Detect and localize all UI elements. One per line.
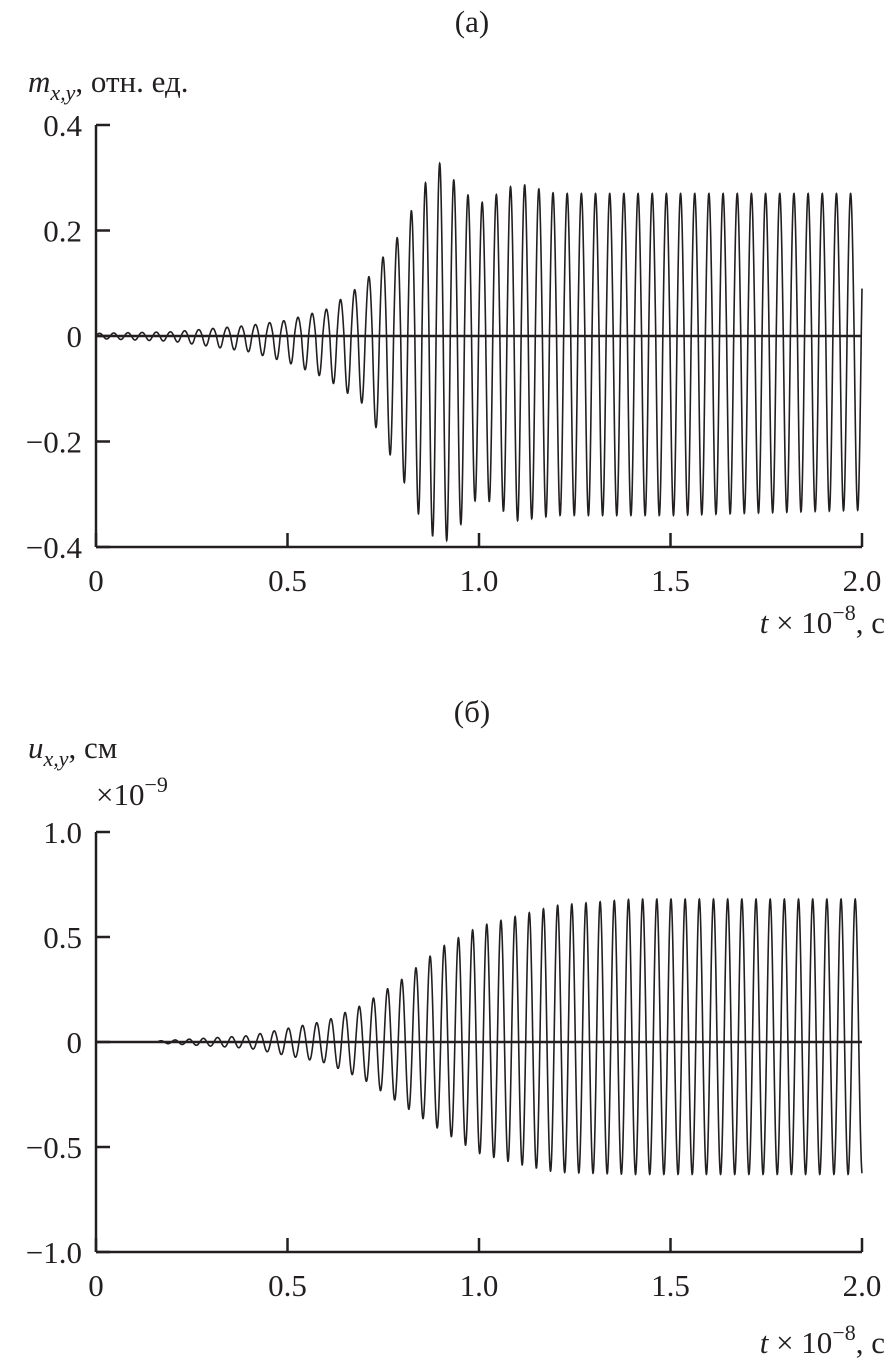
x-tick-label: 0.5 — [268, 1268, 307, 1303]
xlabel-symbol: t — [760, 1325, 770, 1360]
y-tick-label: −1.0 — [26, 1235, 82, 1270]
ylabel-symbol: m — [28, 64, 50, 99]
panel-a: (а) mx,y, отн. ед. t × 10−8, с 0.40.20−0… — [26, 4, 885, 640]
ylabel-symbol: u — [28, 730, 44, 765]
xlabel-unit: , с — [856, 605, 885, 640]
panel-b: (б) ux,y, см ×10−9 t × 10−8, с 1.0 0.5 0 −0… — [26, 694, 885, 1360]
signal-line — [156, 897, 863, 1176]
y-tick-label: 0.5 — [43, 920, 82, 955]
panel-b-ylabel: ux,y, см — [28, 730, 117, 771]
panel-a-xlabel: t × 10−8, с — [760, 600, 885, 640]
xlabel-unit: , с — [856, 1325, 885, 1360]
y-tick-label: 0.4 — [43, 108, 82, 143]
y-tick-label: 0.2 — [43, 214, 82, 249]
ylabel-subscript: x,y — [43, 746, 69, 771]
xlabel-text: × 10 — [768, 1325, 832, 1360]
y-tick-label: −0.4 — [26, 530, 83, 565]
y-tick-label: −0.2 — [26, 425, 82, 460]
x-tick-label: 1.0 — [460, 1268, 499, 1303]
ylabel-unit: , отн. ед. — [75, 64, 188, 99]
scale-note-exponent: −9 — [144, 772, 167, 797]
y-tick-label: 1.0 — [43, 815, 82, 850]
ylabel-subscript: x,y — [49, 80, 75, 105]
y-tick-label: 0 — [67, 1025, 83, 1060]
x-tick-label: 0 — [88, 1268, 104, 1303]
panel-b-label: (б) — [454, 694, 490, 729]
xlabel-exponent: −8 — [832, 600, 855, 625]
y-tick-label: 0 — [67, 319, 83, 354]
x-tick-label: 2.0 — [843, 563, 882, 598]
xlabel-symbol: t — [760, 605, 770, 640]
panel-a-ylabel: mx,y, отн. ед. — [28, 64, 189, 105]
y-tick-label: −0.5 — [26, 1130, 82, 1165]
signal-line — [95, 161, 863, 543]
xlabel-exponent: −8 — [832, 1320, 855, 1345]
ylabel-unit: , см — [69, 730, 118, 765]
panel-b-scale-note: ×10−9 — [96, 772, 168, 812]
x-tick-label: 1.0 — [460, 563, 499, 598]
x-tick-label: 0.5 — [268, 563, 307, 598]
panel-b-xlabel: t × 10−8, с — [760, 1320, 885, 1360]
panel-a-label: (а) — [455, 4, 489, 39]
x-tick-label: 0 — [88, 563, 104, 598]
x-tick-label: 1.5 — [651, 563, 690, 598]
scale-note-text: ×10 — [96, 777, 144, 812]
xlabel-text: × 10 — [768, 605, 832, 640]
x-tick-label: 2.0 — [843, 1268, 882, 1303]
x-tick-label: 1.5 — [651, 1268, 690, 1303]
